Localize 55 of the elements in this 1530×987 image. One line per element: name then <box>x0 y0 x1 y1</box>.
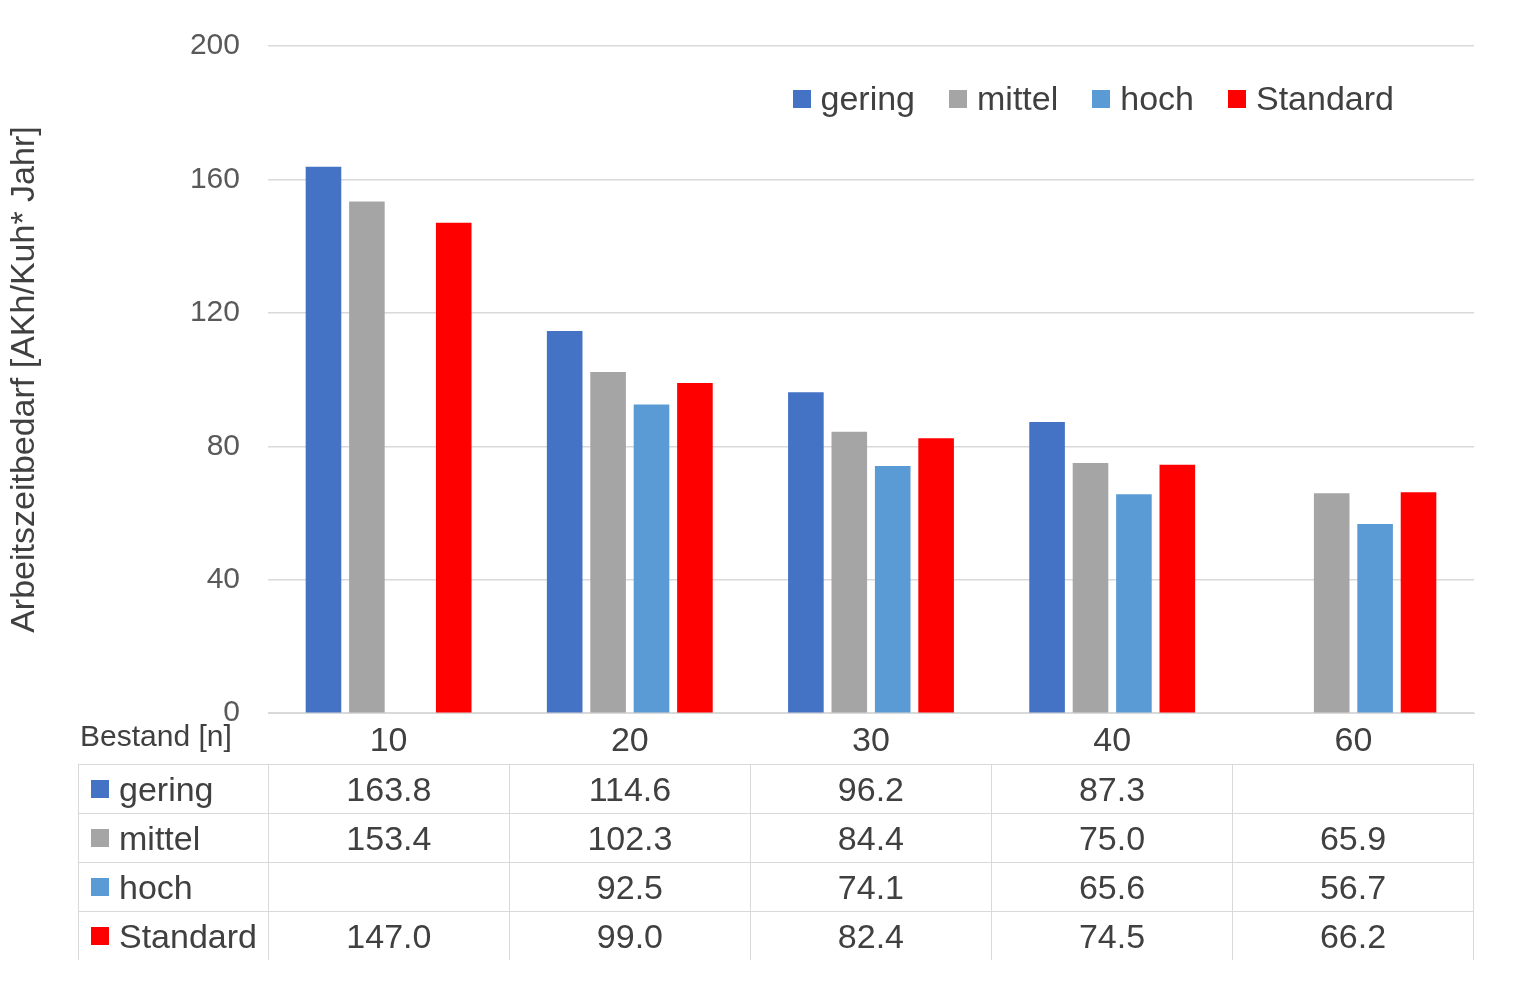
bar <box>1116 494 1152 713</box>
x-tick-label: 20 <box>610 719 649 758</box>
data-label: 96.2 <box>750 765 992 813</box>
x-tick-label: 60 <box>1334 719 1373 758</box>
y-tick-label: 120 <box>189 294 240 328</box>
data-label: 82.4 <box>750 912 992 960</box>
y-tick-label: 80 <box>206 427 240 461</box>
data-label: 163.8 <box>268 765 510 813</box>
data-label: 153.4 <box>268 814 510 862</box>
bar <box>1313 493 1350 713</box>
data-label: 84.4 <box>750 814 992 862</box>
data-label: 65.6 <box>991 863 1233 911</box>
bar <box>305 166 342 713</box>
data-label: 74.5 <box>991 912 1233 960</box>
bar <box>788 392 824 713</box>
data-label: 92.5 <box>509 863 751 911</box>
data-label: 114.6 <box>509 765 751 813</box>
bar <box>633 404 670 713</box>
bar <box>677 382 713 713</box>
y-tick-label: 200 <box>189 27 240 61</box>
legend-label: mittel <box>977 79 1059 119</box>
bar <box>1400 492 1437 713</box>
bar <box>1072 463 1109 713</box>
legend-label: gering <box>820 79 916 119</box>
y-tick-label: 40 <box>206 561 240 595</box>
bar <box>1159 464 1196 713</box>
text: gering <box>119 769 214 808</box>
bar <box>349 201 385 713</box>
y-axis-title: Arbeitszeitbedarf [AKh/Kuh* Jahr] <box>2 126 41 633</box>
bar <box>546 330 583 713</box>
bar <box>831 431 868 713</box>
data-label: 87.3 <box>991 765 1233 813</box>
x-tick-label: 10 <box>369 719 408 758</box>
y-tick-label: 160 <box>189 160 240 194</box>
data-label: 102.3 <box>509 814 751 862</box>
text: Standard <box>119 916 257 955</box>
legend-label: Standard <box>1256 79 1394 119</box>
bar <box>874 466 911 713</box>
x-tick-label: 40 <box>1093 719 1132 758</box>
bar <box>435 222 472 713</box>
text: mittel <box>119 818 201 857</box>
data-label: 56.7 <box>1233 863 1475 911</box>
bar <box>590 371 626 713</box>
legend-label: hoch <box>1120 79 1194 119</box>
data-label: 74.1 <box>750 863 992 911</box>
bar <box>918 438 954 713</box>
data-label: 147.0 <box>268 912 510 960</box>
data-label: 75.0 <box>991 814 1233 862</box>
data-label: 99.0 <box>509 912 751 960</box>
bar <box>1029 421 1065 713</box>
text: hoch <box>119 867 193 906</box>
data-label: 66.2 <box>1233 912 1475 960</box>
data-label: 65.9 <box>1233 814 1475 862</box>
bar <box>1357 524 1393 713</box>
x-tick-label: 30 <box>852 719 890 758</box>
